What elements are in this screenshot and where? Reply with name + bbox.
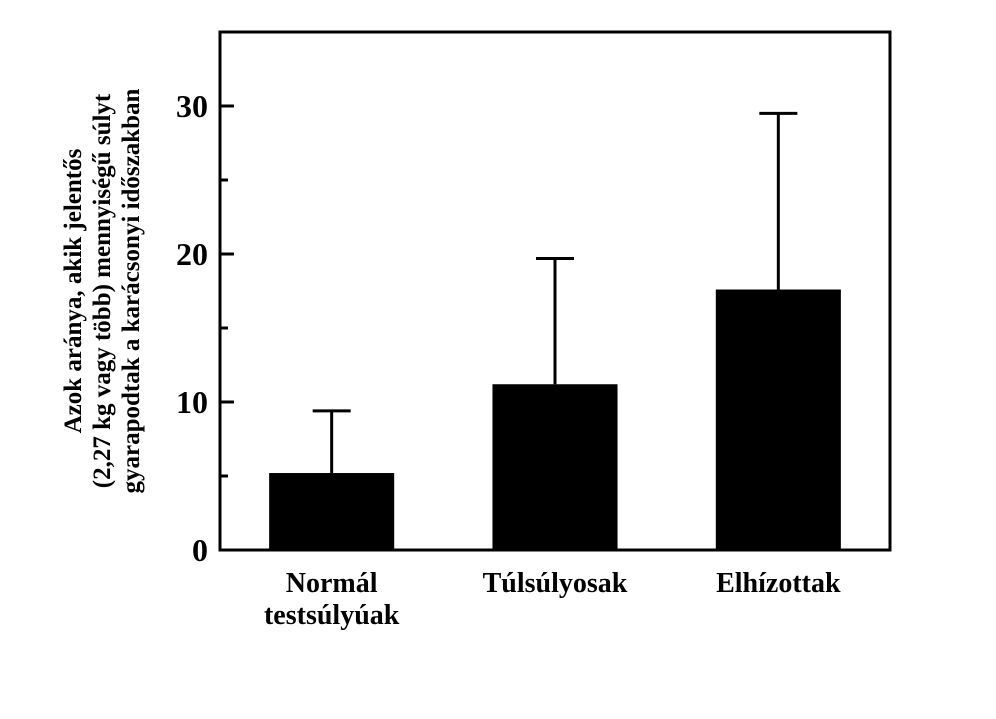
- chart-container: 0 10 20 30 Azok aránya, akik jelentős (2,27…: [0, 0, 996, 719]
- y-axis-label-line-1: Azok aránya, akik jelentős: [60, 22, 88, 560]
- x-category-1-line-1: Túlsúlyosak: [445, 568, 665, 600]
- x-category-2-line-1: Elhízottak: [668, 568, 888, 600]
- bar-chart: 0 10 20 30: [0, 0, 996, 719]
- svg-text:10: 10: [176, 384, 208, 420]
- svg-text:30: 30: [176, 88, 208, 124]
- x-category-0-line-2: testsúlyúak: [222, 600, 442, 632]
- svg-text:0: 0: [192, 532, 208, 568]
- x-category-0-line-1: Normál: [222, 568, 442, 600]
- svg-text:20: 20: [176, 236, 208, 272]
- y-axis-label-line-2: (2,27 kg vagy több) mennyiségű súlyt: [89, 22, 117, 560]
- y-axis-label-line-3: gyarapodtak a karácsonyi időszakban: [118, 22, 146, 560]
